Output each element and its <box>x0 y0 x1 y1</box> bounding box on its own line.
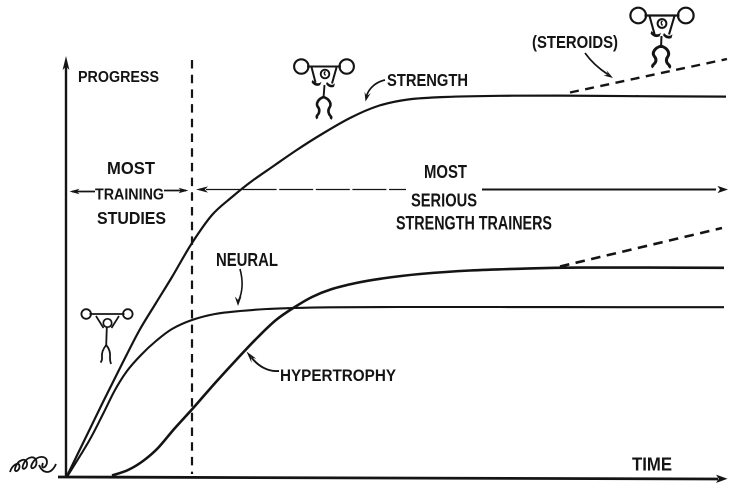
svg-text:STRENGTH: STRENGTH <box>387 70 468 90</box>
svg-text:(STEROIDS): (STEROIDS) <box>532 32 618 52</box>
svg-text:TIME: TIME <box>632 454 672 475</box>
svg-text:TRAINING: TRAINING <box>95 186 164 204</box>
svg-text:NEURAL: NEURAL <box>216 250 278 270</box>
svg-text:STUDIES: STUDIES <box>97 208 166 228</box>
svg-text:STRENGTH TRAINERS: STRENGTH TRAINERS <box>396 214 552 235</box>
svg-text:HYPERTROPHY: HYPERTROPHY <box>280 366 396 385</box>
svg-text:PROGRESS: PROGRESS <box>78 69 159 86</box>
svg-text:SERIOUS: SERIOUS <box>411 191 477 212</box>
svg-text:MOST: MOST <box>107 158 155 178</box>
svg-text:MOST: MOST <box>424 162 467 182</box>
